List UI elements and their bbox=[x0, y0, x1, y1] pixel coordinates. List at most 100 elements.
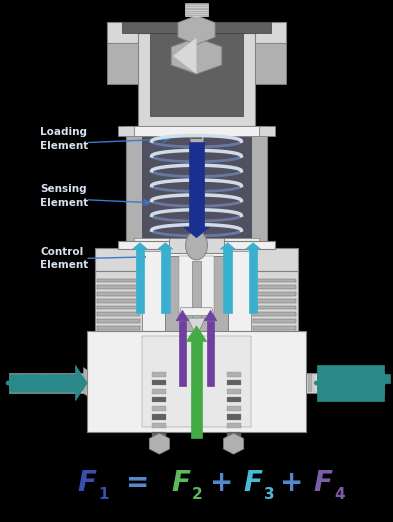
Polygon shape bbox=[107, 22, 286, 43]
Polygon shape bbox=[142, 128, 251, 243]
Polygon shape bbox=[249, 249, 257, 313]
Text: Control
Element: Control Element bbox=[40, 247, 89, 270]
FancyBboxPatch shape bbox=[191, 156, 202, 159]
FancyBboxPatch shape bbox=[185, 12, 208, 13]
FancyBboxPatch shape bbox=[36, 374, 40, 392]
FancyBboxPatch shape bbox=[370, 374, 374, 392]
FancyBboxPatch shape bbox=[253, 319, 296, 323]
Polygon shape bbox=[186, 326, 207, 341]
FancyBboxPatch shape bbox=[97, 326, 140, 329]
FancyBboxPatch shape bbox=[320, 374, 324, 392]
FancyBboxPatch shape bbox=[345, 374, 349, 392]
FancyBboxPatch shape bbox=[185, 11, 208, 12]
FancyBboxPatch shape bbox=[152, 423, 167, 428]
FancyBboxPatch shape bbox=[226, 372, 241, 377]
FancyBboxPatch shape bbox=[191, 189, 202, 193]
FancyBboxPatch shape bbox=[185, 13, 208, 14]
FancyBboxPatch shape bbox=[11, 374, 15, 392]
FancyBboxPatch shape bbox=[185, 9, 208, 10]
Polygon shape bbox=[173, 38, 196, 74]
Polygon shape bbox=[126, 126, 267, 251]
Polygon shape bbox=[318, 374, 384, 393]
FancyBboxPatch shape bbox=[191, 210, 202, 213]
FancyBboxPatch shape bbox=[191, 183, 202, 186]
FancyBboxPatch shape bbox=[67, 374, 71, 392]
Polygon shape bbox=[150, 32, 243, 115]
Polygon shape bbox=[9, 374, 75, 393]
FancyBboxPatch shape bbox=[364, 374, 368, 392]
FancyBboxPatch shape bbox=[152, 397, 167, 402]
FancyBboxPatch shape bbox=[191, 223, 202, 227]
FancyBboxPatch shape bbox=[191, 135, 202, 139]
FancyBboxPatch shape bbox=[185, 4, 208, 5]
Text: Loading
Element: Loading Element bbox=[40, 127, 89, 150]
FancyBboxPatch shape bbox=[97, 286, 140, 289]
Text: =: = bbox=[126, 469, 150, 497]
Polygon shape bbox=[83, 367, 87, 396]
Polygon shape bbox=[246, 243, 261, 249]
Polygon shape bbox=[122, 22, 271, 32]
Polygon shape bbox=[142, 251, 251, 331]
FancyBboxPatch shape bbox=[226, 423, 241, 428]
FancyBboxPatch shape bbox=[253, 312, 296, 316]
Polygon shape bbox=[204, 310, 217, 321]
Polygon shape bbox=[224, 249, 232, 313]
Polygon shape bbox=[149, 433, 169, 454]
FancyBboxPatch shape bbox=[191, 142, 202, 146]
Polygon shape bbox=[178, 16, 215, 44]
FancyBboxPatch shape bbox=[97, 279, 140, 282]
FancyBboxPatch shape bbox=[191, 196, 202, 200]
FancyBboxPatch shape bbox=[351, 374, 355, 392]
FancyBboxPatch shape bbox=[185, 6, 208, 7]
Polygon shape bbox=[251, 271, 298, 331]
FancyBboxPatch shape bbox=[185, 15, 208, 16]
FancyBboxPatch shape bbox=[49, 374, 53, 392]
FancyBboxPatch shape bbox=[253, 326, 296, 329]
Polygon shape bbox=[318, 374, 390, 383]
FancyBboxPatch shape bbox=[185, 8, 208, 9]
FancyBboxPatch shape bbox=[97, 319, 140, 323]
FancyBboxPatch shape bbox=[376, 374, 380, 392]
FancyBboxPatch shape bbox=[97, 306, 140, 310]
FancyBboxPatch shape bbox=[185, 7, 208, 8]
FancyBboxPatch shape bbox=[42, 374, 46, 392]
Text: Sensing
Element: Sensing Element bbox=[40, 184, 89, 208]
Polygon shape bbox=[134, 126, 259, 136]
Polygon shape bbox=[318, 365, 384, 401]
Text: 1: 1 bbox=[98, 487, 109, 502]
Text: +: + bbox=[210, 469, 233, 497]
FancyBboxPatch shape bbox=[80, 374, 84, 392]
FancyBboxPatch shape bbox=[253, 292, 296, 296]
Text: F: F bbox=[171, 469, 190, 497]
FancyBboxPatch shape bbox=[73, 374, 77, 392]
FancyBboxPatch shape bbox=[253, 286, 296, 289]
Text: 2: 2 bbox=[192, 487, 203, 502]
FancyBboxPatch shape bbox=[226, 406, 241, 411]
Polygon shape bbox=[134, 238, 259, 243]
FancyBboxPatch shape bbox=[152, 389, 167, 394]
FancyBboxPatch shape bbox=[358, 374, 362, 392]
Polygon shape bbox=[169, 238, 224, 253]
Polygon shape bbox=[191, 341, 202, 437]
FancyBboxPatch shape bbox=[30, 374, 34, 392]
FancyBboxPatch shape bbox=[185, 5, 208, 6]
FancyBboxPatch shape bbox=[253, 279, 296, 282]
Polygon shape bbox=[161, 249, 169, 313]
Text: F: F bbox=[314, 469, 333, 497]
Text: 4: 4 bbox=[334, 487, 345, 502]
Polygon shape bbox=[138, 32, 255, 136]
FancyBboxPatch shape bbox=[191, 149, 202, 152]
Polygon shape bbox=[220, 243, 235, 249]
FancyBboxPatch shape bbox=[191, 230, 202, 233]
FancyBboxPatch shape bbox=[226, 414, 241, 420]
Polygon shape bbox=[184, 227, 209, 238]
FancyBboxPatch shape bbox=[190, 126, 203, 243]
FancyBboxPatch shape bbox=[152, 406, 167, 411]
Polygon shape bbox=[188, 318, 205, 333]
Polygon shape bbox=[179, 256, 214, 313]
Polygon shape bbox=[179, 321, 186, 386]
FancyBboxPatch shape bbox=[226, 380, 241, 385]
Polygon shape bbox=[171, 38, 222, 74]
FancyBboxPatch shape bbox=[152, 372, 167, 377]
Polygon shape bbox=[132, 243, 147, 249]
